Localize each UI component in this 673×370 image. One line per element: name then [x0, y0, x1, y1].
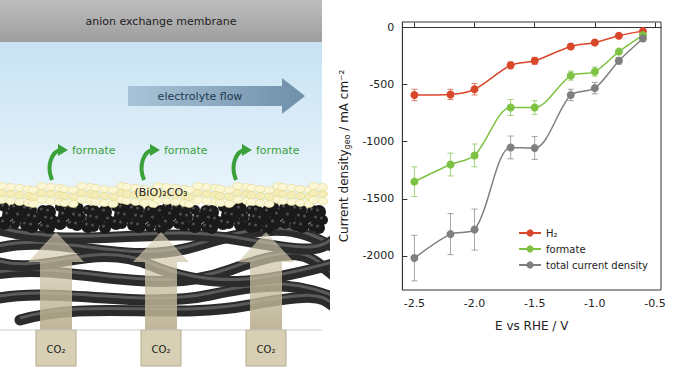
- svg-text:/ mA cm⁻²: / mA cm⁻²: [337, 70, 351, 135]
- svg-text:CO₂: CO₂: [47, 344, 66, 355]
- svg-text:(BiO)₂CO₃: (BiO)₂CO₃: [134, 186, 187, 199]
- svg-text:H₂: H₂: [546, 228, 558, 239]
- svg-text:-1.0: -1.0: [584, 297, 605, 310]
- svg-text:geo: geo: [343, 134, 352, 149]
- svg-text:Current density: Current density: [337, 149, 351, 242]
- svg-text:E vs RHE / V: E vs RHE / V: [495, 319, 569, 333]
- svg-text:-1000: -1000: [362, 135, 394, 148]
- svg-text:formate: formate: [546, 244, 586, 255]
- svg-text:electrolyte flow: electrolyte flow: [158, 90, 243, 103]
- svg-text:CO₂: CO₂: [152, 344, 171, 355]
- svg-text:-2.0: -2.0: [464, 297, 485, 310]
- svg-text:formate: formate: [164, 144, 208, 157]
- svg-text:formate: formate: [72, 144, 116, 157]
- svg-text:-2.5: -2.5: [404, 297, 425, 310]
- svg-text:-1.5: -1.5: [524, 297, 545, 310]
- svg-text:-1500: -1500: [362, 192, 394, 205]
- svg-text:0: 0: [387, 21, 394, 34]
- svg-text:CO₂: CO₂: [257, 344, 276, 355]
- svg-text:-0.5: -0.5: [644, 297, 665, 310]
- svg-text:total current density: total current density: [546, 260, 648, 271]
- svg-text:-2000: -2000: [362, 249, 394, 262]
- svg-text:formate: formate: [256, 144, 300, 157]
- svg-text:anion exchange membrane: anion exchange membrane: [85, 15, 236, 28]
- svg-text:-500: -500: [369, 78, 394, 91]
